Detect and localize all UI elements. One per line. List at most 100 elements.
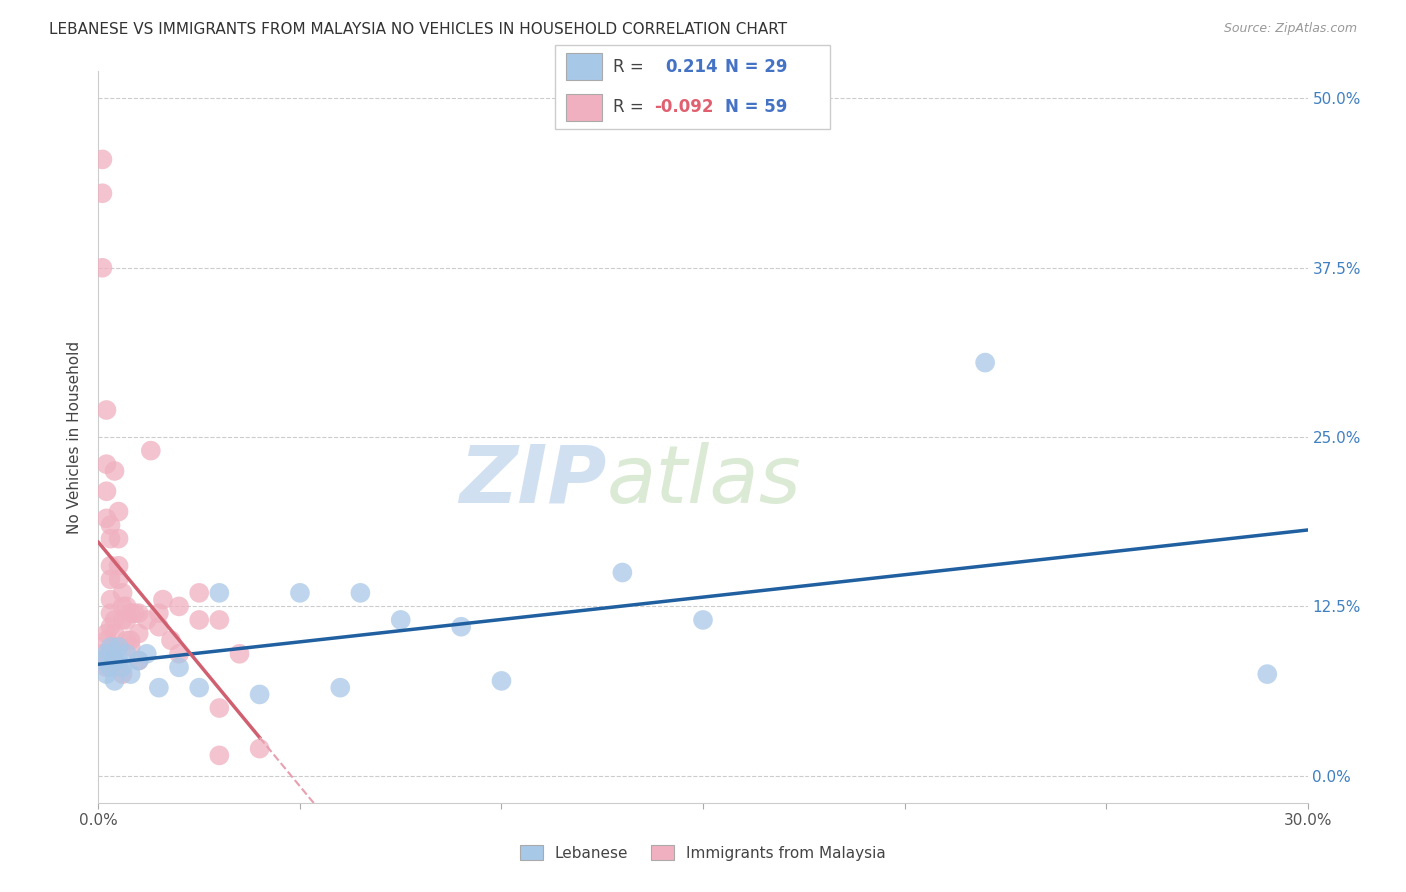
Point [115,599,138,614]
Point [167,660,190,674]
Point [128,654,150,668]
Point [115,647,138,661]
Text: Source: ZipAtlas.com: Source: ZipAtlas.com [1223,22,1357,36]
Point [91,153,114,167]
Point [100,592,122,607]
Point [91,647,114,661]
Point [96,647,118,661]
Point [103,626,125,640]
Point [107,505,129,519]
Point [124,606,146,620]
Point [160,633,183,648]
Point [208,613,231,627]
Point [103,673,125,688]
Point [107,640,129,654]
Point [103,464,125,478]
Point [103,613,125,627]
Point [120,640,142,654]
Point [115,633,138,648]
Text: N = 29: N = 29 [725,58,787,76]
Point [100,620,122,634]
Point [100,572,122,586]
Point [612,566,634,580]
Point [1256,667,1278,681]
Point [167,647,190,661]
Point [135,647,157,661]
Point [96,633,118,648]
Point [96,511,118,525]
Point [329,681,352,695]
Point [128,606,150,620]
Point [111,660,134,674]
Point [107,558,129,573]
Point [208,701,231,715]
Point [188,681,211,695]
Point [120,633,142,648]
Point [91,186,114,201]
Point [107,654,129,668]
Point [107,532,129,546]
Point [103,654,125,668]
Point [135,613,157,627]
Point [692,613,714,627]
Y-axis label: No Vehicles in Household: No Vehicles in Household [67,341,83,533]
Text: R =: R = [613,58,650,76]
Text: R =: R = [613,98,650,116]
Text: N = 59: N = 59 [725,98,787,116]
Legend: Lebanese, Immigrants from Malaysia: Lebanese, Immigrants from Malaysia [512,837,894,868]
Point [208,748,231,763]
Point [128,654,150,668]
Text: ZIP: ZIP [458,442,606,520]
Point [288,586,311,600]
Bar [567,54,602,80]
Point [188,586,211,600]
Point [349,586,371,600]
Point [188,613,211,627]
Point [249,688,271,702]
Point [100,606,122,620]
Text: atlas: atlas [606,442,801,520]
Point [91,260,114,275]
Point [249,741,271,756]
Point [111,667,134,681]
Point [148,620,170,634]
Point [107,660,129,674]
Point [128,626,150,640]
Point [96,667,118,681]
Point [111,586,134,600]
Point [103,654,125,668]
Point [139,443,162,458]
Point [111,613,134,627]
Point [103,640,125,654]
Text: 0.214: 0.214 [665,58,717,76]
Point [100,647,122,661]
Point [228,647,250,661]
Point [152,592,174,607]
Point [103,654,125,668]
Point [167,599,190,614]
Point [96,457,118,471]
Point [96,626,118,640]
Text: -0.092: -0.092 [654,98,714,116]
Point [100,558,122,573]
Point [100,660,122,674]
Point [91,654,114,668]
Point [148,681,170,695]
Point [120,606,142,620]
Point [96,403,118,417]
Point [389,613,412,627]
Point [96,660,118,674]
Point [450,620,472,634]
Point [111,599,134,614]
Point [107,572,129,586]
Point [96,484,118,499]
Point [208,586,231,600]
Point [100,518,122,533]
Point [100,532,122,546]
Point [115,613,138,627]
FancyBboxPatch shape [555,45,830,129]
Point [974,355,997,369]
Point [100,640,122,654]
Point [491,673,513,688]
Point [148,606,170,620]
